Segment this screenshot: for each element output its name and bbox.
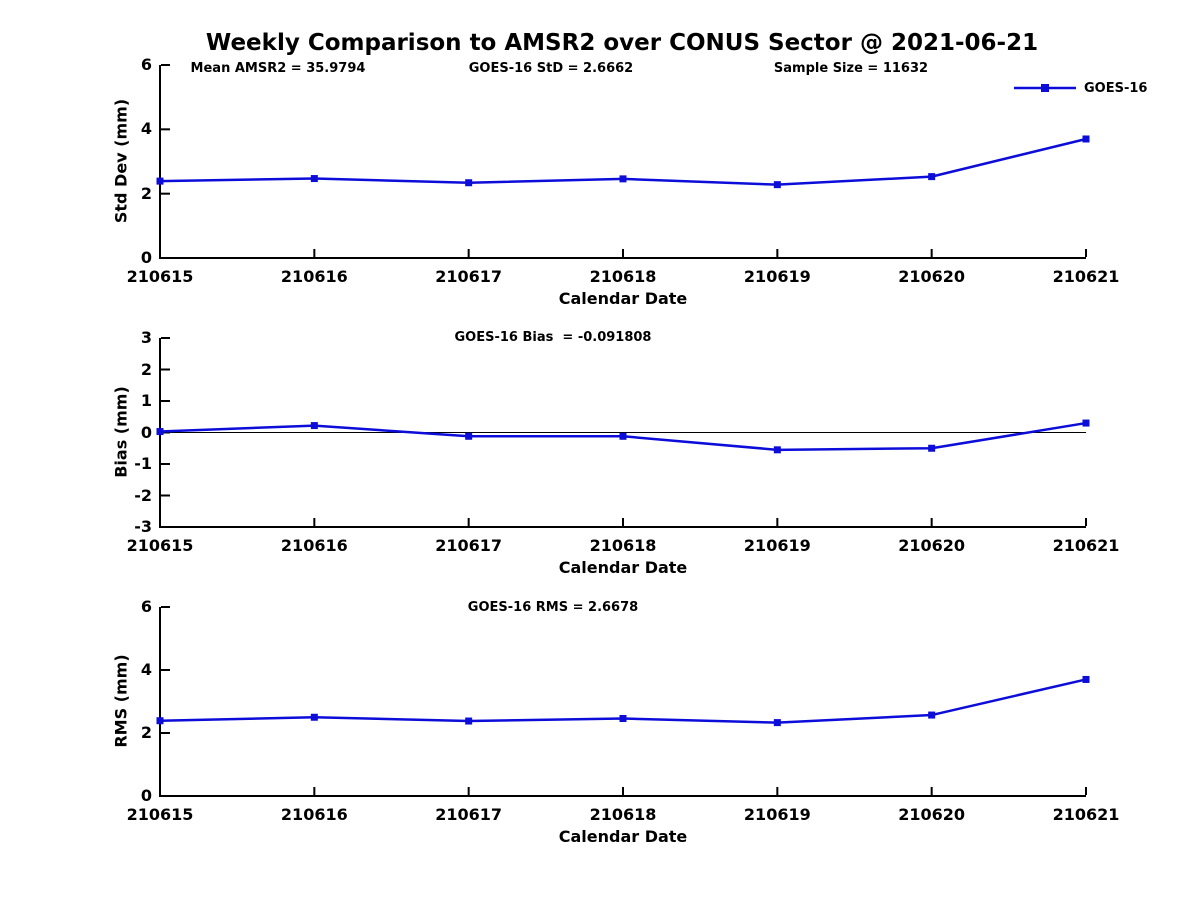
data-point-std-dev — [773, 181, 781, 189]
x-tick-label-bias: 210621 — [1052, 536, 1120, 555]
y-tick-label-bias: 0 — [140, 422, 152, 442]
y-tick-label-std-dev: 0 — [140, 248, 152, 267]
legend-line-icon — [1014, 84, 1076, 92]
data-point-rms — [619, 715, 627, 723]
axis-std-dev — [159, 65, 1086, 259]
data-point-std-dev — [156, 177, 164, 185]
annotation-std-dev-0: Mean AMSR2 = 35.9794 — [190, 61, 366, 76]
data-point-bias — [773, 446, 781, 454]
data-point-rms — [156, 717, 164, 725]
y-tick-label-std-dev: 4 — [140, 119, 152, 139]
x-tick-label-rms: 210619 — [743, 805, 811, 824]
x-tick-label-bias: 210618 — [589, 536, 657, 555]
y-tick-label-rms: 6 — [140, 597, 152, 616]
annotation-rms-0: GOES-16 RMS = 2.6678 — [467, 600, 639, 615]
data-point-bias — [465, 432, 473, 440]
y-tick-label-rms: 4 — [140, 660, 152, 679]
x-axis-label-std-dev: Calendar Date — [558, 289, 688, 308]
x-tick-label-std-dev: 210621 — [1052, 267, 1120, 286]
data-point-bias — [619, 432, 627, 440]
data-point-bias — [310, 422, 318, 430]
data-point-bias — [156, 428, 164, 436]
data-point-std-dev — [619, 175, 627, 183]
x-tick-label-bias: 210619 — [743, 536, 811, 555]
y-tick-label-bias: 3 — [140, 328, 152, 347]
x-axis-label-rms: Calendar Date — [558, 827, 688, 846]
y-tick-label-rms: 2 — [140, 723, 152, 742]
data-point-std-dev — [1082, 135, 1090, 143]
data-point-rms — [928, 711, 936, 719]
axis-bias — [159, 338, 1086, 528]
y-tick-label-std-dev: 6 — [140, 55, 152, 74]
data-point-std-dev — [310, 175, 318, 183]
annotation-std-dev-1: GOES-16 StD = 2.6662 — [468, 61, 634, 76]
data-point-bias — [1082, 419, 1090, 427]
x-tick-label-rms: 210616 — [280, 805, 348, 824]
x-tick-label-std-dev: 210617 — [435, 267, 503, 286]
x-tick-label-std-dev: 210616 — [280, 267, 348, 286]
annotation-bias-0: GOES-16 Bias = -0.091808 — [454, 330, 652, 345]
x-tick-label-bias: 210617 — [435, 536, 503, 555]
data-point-rms — [310, 713, 318, 721]
x-tick-label-rms: 210615 — [126, 805, 194, 824]
x-tick-label-rms: 210618 — [589, 805, 657, 824]
data-point-std-dev — [928, 173, 936, 181]
y-tick-label-bias: 1 — [140, 391, 152, 410]
x-tick-label-rms: 210617 — [435, 805, 503, 824]
x-tick-label-bias: 210620 — [898, 536, 966, 555]
data-point-rms — [1082, 675, 1090, 683]
legend-label: GOES-16 — [1084, 80, 1148, 96]
data-point-rms — [465, 717, 473, 725]
data-point-std-dev — [465, 179, 473, 187]
x-axis-label-bias: Calendar Date — [558, 558, 688, 577]
annotation-std-dev-2: Sample Size = 11632 — [773, 61, 929, 76]
y-tick-label-rms: 0 — [140, 786, 152, 805]
x-tick-label-rms: 210620 — [898, 805, 966, 824]
x-tick-label-std-dev: 210619 — [743, 267, 811, 286]
x-tick-label-std-dev: 210620 — [898, 267, 966, 286]
y-tick-label-bias: 2 — [140, 359, 152, 379]
data-point-bias — [928, 444, 936, 452]
y-tick-label-bias: -2 — [134, 485, 152, 505]
y-tick-label-bias: -3 — [134, 517, 152, 536]
data-point-rms — [773, 719, 781, 727]
legend: GOES-16 — [1014, 80, 1147, 96]
x-tick-label-std-dev: 210618 — [589, 267, 657, 286]
axis-rms — [159, 607, 1086, 797]
x-tick-label-rms: 210621 — [1052, 805, 1120, 824]
y-tick-label-std-dev: 2 — [140, 183, 152, 203]
x-tick-label-bias: 210615 — [126, 536, 194, 555]
x-tick-label-std-dev: 210615 — [126, 267, 194, 286]
x-tick-label-bias: 210616 — [280, 536, 348, 555]
y-tick-label-bias: -1 — [134, 454, 152, 473]
chart-title: Weekly Comparison to AMSR2 over CONUS Se… — [205, 30, 1039, 56]
